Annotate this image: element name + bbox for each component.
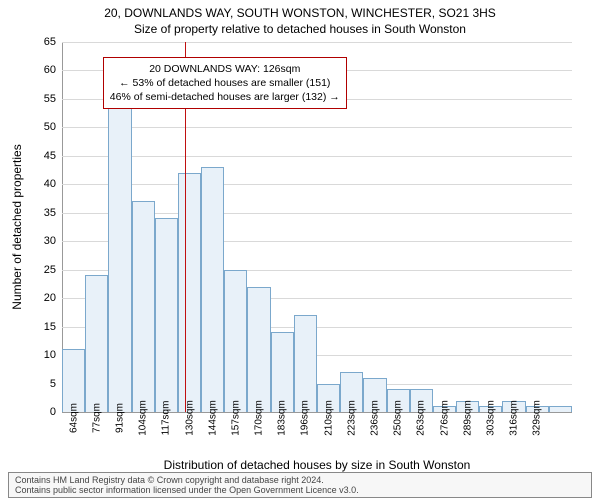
gridline (62, 156, 572, 157)
y-axis: 05101520253035404550556065 (0, 42, 62, 412)
y-tick-label: 10 (44, 349, 56, 361)
y-tick-label: 50 (44, 121, 56, 133)
histogram-bar (247, 287, 270, 412)
y-tick-label: 30 (44, 235, 56, 247)
x-axis: 64sqm77sqm91sqm104sqm117sqm130sqm144sqm1… (62, 412, 572, 460)
footer-line-1: Contains HM Land Registry data © Crown c… (15, 475, 585, 485)
x-tick-label: 289sqm (462, 400, 473, 436)
y-tick-label: 20 (44, 292, 56, 304)
x-tick-label: 77sqm (91, 403, 102, 433)
x-tick-label: 250sqm (393, 400, 404, 436)
annotation-line: 20 DOWNLANDS WAY: 126sqm (110, 62, 340, 76)
y-tick-label: 40 (44, 178, 56, 190)
gridline (62, 127, 572, 128)
attribution-footer: Contains HM Land Registry data © Crown c… (8, 472, 592, 498)
y-tick-label: 65 (44, 36, 56, 48)
x-tick-label: 104sqm (138, 400, 149, 436)
y-tick-label: 15 (44, 321, 56, 333)
annotation-line: ← 53% of detached houses are smaller (15… (110, 76, 340, 90)
histogram-bar (108, 99, 131, 412)
y-tick-label: 35 (44, 207, 56, 219)
gridline (62, 184, 572, 185)
histogram-bar (224, 270, 247, 412)
y-tick-label: 0 (50, 406, 56, 418)
property-size-histogram: 20, DOWNLANDS WAY, SOUTH WONSTON, WINCHE… (0, 0, 600, 500)
x-tick-label: 64sqm (68, 403, 79, 433)
chart-title-sub: Size of property relative to detached ho… (0, 20, 600, 36)
y-tick-label: 5 (50, 378, 56, 390)
x-tick-label: 329sqm (532, 400, 543, 436)
histogram-bar (85, 275, 108, 412)
x-tick-label: 210sqm (323, 400, 334, 436)
x-tick-label: 117sqm (161, 401, 172, 436)
histogram-bar (155, 218, 178, 412)
footer-line-2: Contains public sector information licen… (15, 485, 585, 495)
y-tick-label: 60 (44, 64, 56, 76)
x-tick-label: 316sqm (509, 400, 520, 436)
x-tick-label: 263sqm (416, 400, 427, 436)
x-tick-label: 276sqm (439, 400, 450, 436)
x-tick-label: 170sqm (254, 400, 265, 436)
annotation-line: 46% of semi-detached houses are larger (… (110, 90, 340, 104)
plot-area: 20 DOWNLANDS WAY: 126sqm← 53% of detache… (62, 42, 572, 412)
x-tick-label: 183sqm (277, 400, 288, 436)
x-tick-label: 223sqm (346, 400, 357, 436)
histogram-bar (132, 201, 155, 412)
x-tick-label: 130sqm (184, 400, 195, 436)
y-tick-label: 45 (44, 150, 56, 162)
y-tick-label: 55 (44, 93, 56, 105)
chart-title-main: 20, DOWNLANDS WAY, SOUTH WONSTON, WINCHE… (0, 0, 600, 20)
annotation-box: 20 DOWNLANDS WAY: 126sqm← 53% of detache… (103, 57, 347, 110)
x-tick-label: 144sqm (207, 400, 218, 436)
x-tick-label: 91sqm (114, 403, 125, 433)
histogram-bar (178, 173, 201, 412)
x-tick-label: 236sqm (369, 400, 380, 436)
y-tick-label: 25 (44, 264, 56, 276)
histogram-bar (201, 167, 224, 412)
x-axis-label: Distribution of detached houses by size … (62, 458, 572, 472)
x-tick-label: 303sqm (485, 400, 496, 436)
x-tick-label: 196sqm (300, 400, 311, 436)
x-tick-label: 157sqm (230, 400, 241, 436)
histogram-bar (294, 315, 317, 412)
gridline (62, 42, 572, 43)
